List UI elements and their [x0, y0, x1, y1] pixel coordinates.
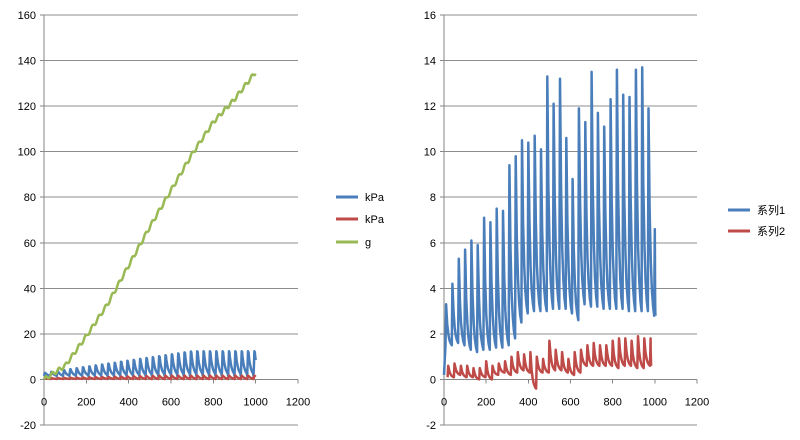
x-tick-label: 600	[162, 396, 180, 408]
y-tick-label: 40	[24, 283, 36, 295]
series-line-kpa-blue	[42, 350, 257, 378]
y-tick-label: -20	[20, 420, 36, 432]
y-tick-label: 14	[424, 56, 436, 68]
y-tick-label: 100	[18, 147, 36, 159]
x-tick-label: 200	[477, 396, 495, 408]
x-tick-label: 1200	[685, 396, 709, 408]
series-line-kpa-red	[43, 374, 257, 381]
x-tick-label: 800	[603, 396, 621, 408]
y-tick-label: 20	[24, 329, 36, 341]
y-tick-label: 4	[430, 283, 436, 295]
y-tick-label: 0	[30, 374, 36, 386]
legend-label: kPa	[365, 214, 385, 226]
y-tick-label: 16	[424, 10, 436, 22]
chart-right: -2 0 2 4 6 8 10 12 14 16 0 200 400 600 800 1000 1200 系列1 系…	[424, 10, 785, 432]
x-tick-label: 400	[119, 396, 137, 408]
y-tick-label: 12	[424, 101, 436, 113]
series-line-keiretsu2	[446, 334, 653, 390]
x-tick-label: 200	[77, 396, 95, 408]
y-tick-label: 8	[430, 192, 436, 204]
chart-left: -20 0 20 40 60 80 100 120 140 160 0 200 400 600 800 100…	[18, 10, 385, 432]
y-tick-label: 2	[430, 329, 436, 341]
y-tick-label: 10	[424, 147, 436, 159]
legend-label: g	[365, 237, 371, 249]
x-tick-label: 400	[519, 396, 537, 408]
legend-label: kPa	[365, 192, 385, 204]
y-tick-label: 80	[24, 192, 36, 204]
y-tick-label: -2	[426, 420, 436, 432]
y-tick-label: 140	[18, 56, 36, 68]
x-tick-label: 600	[561, 396, 579, 408]
series-line-keiretsu1	[442, 66, 657, 375]
y-tick-label: 6	[430, 238, 436, 250]
x-tick-label: 1200	[286, 396, 310, 408]
x-tick-label: 0	[441, 396, 447, 408]
legend-label: 系列1	[757, 203, 785, 217]
y-tick-label: 160	[18, 10, 36, 22]
y-tick-label: 60	[24, 238, 36, 250]
x-tick-label: 1000	[643, 396, 667, 408]
x-tick-label: 1000	[243, 396, 267, 408]
x-tick-label: 0	[41, 396, 47, 408]
y-tick-label: 0	[430, 374, 436, 386]
y-tick-label: 120	[18, 101, 36, 113]
legend-label: 系列2	[757, 224, 785, 238]
x-tick-label: 800	[204, 396, 222, 408]
series-line-g	[42, 72, 257, 380]
